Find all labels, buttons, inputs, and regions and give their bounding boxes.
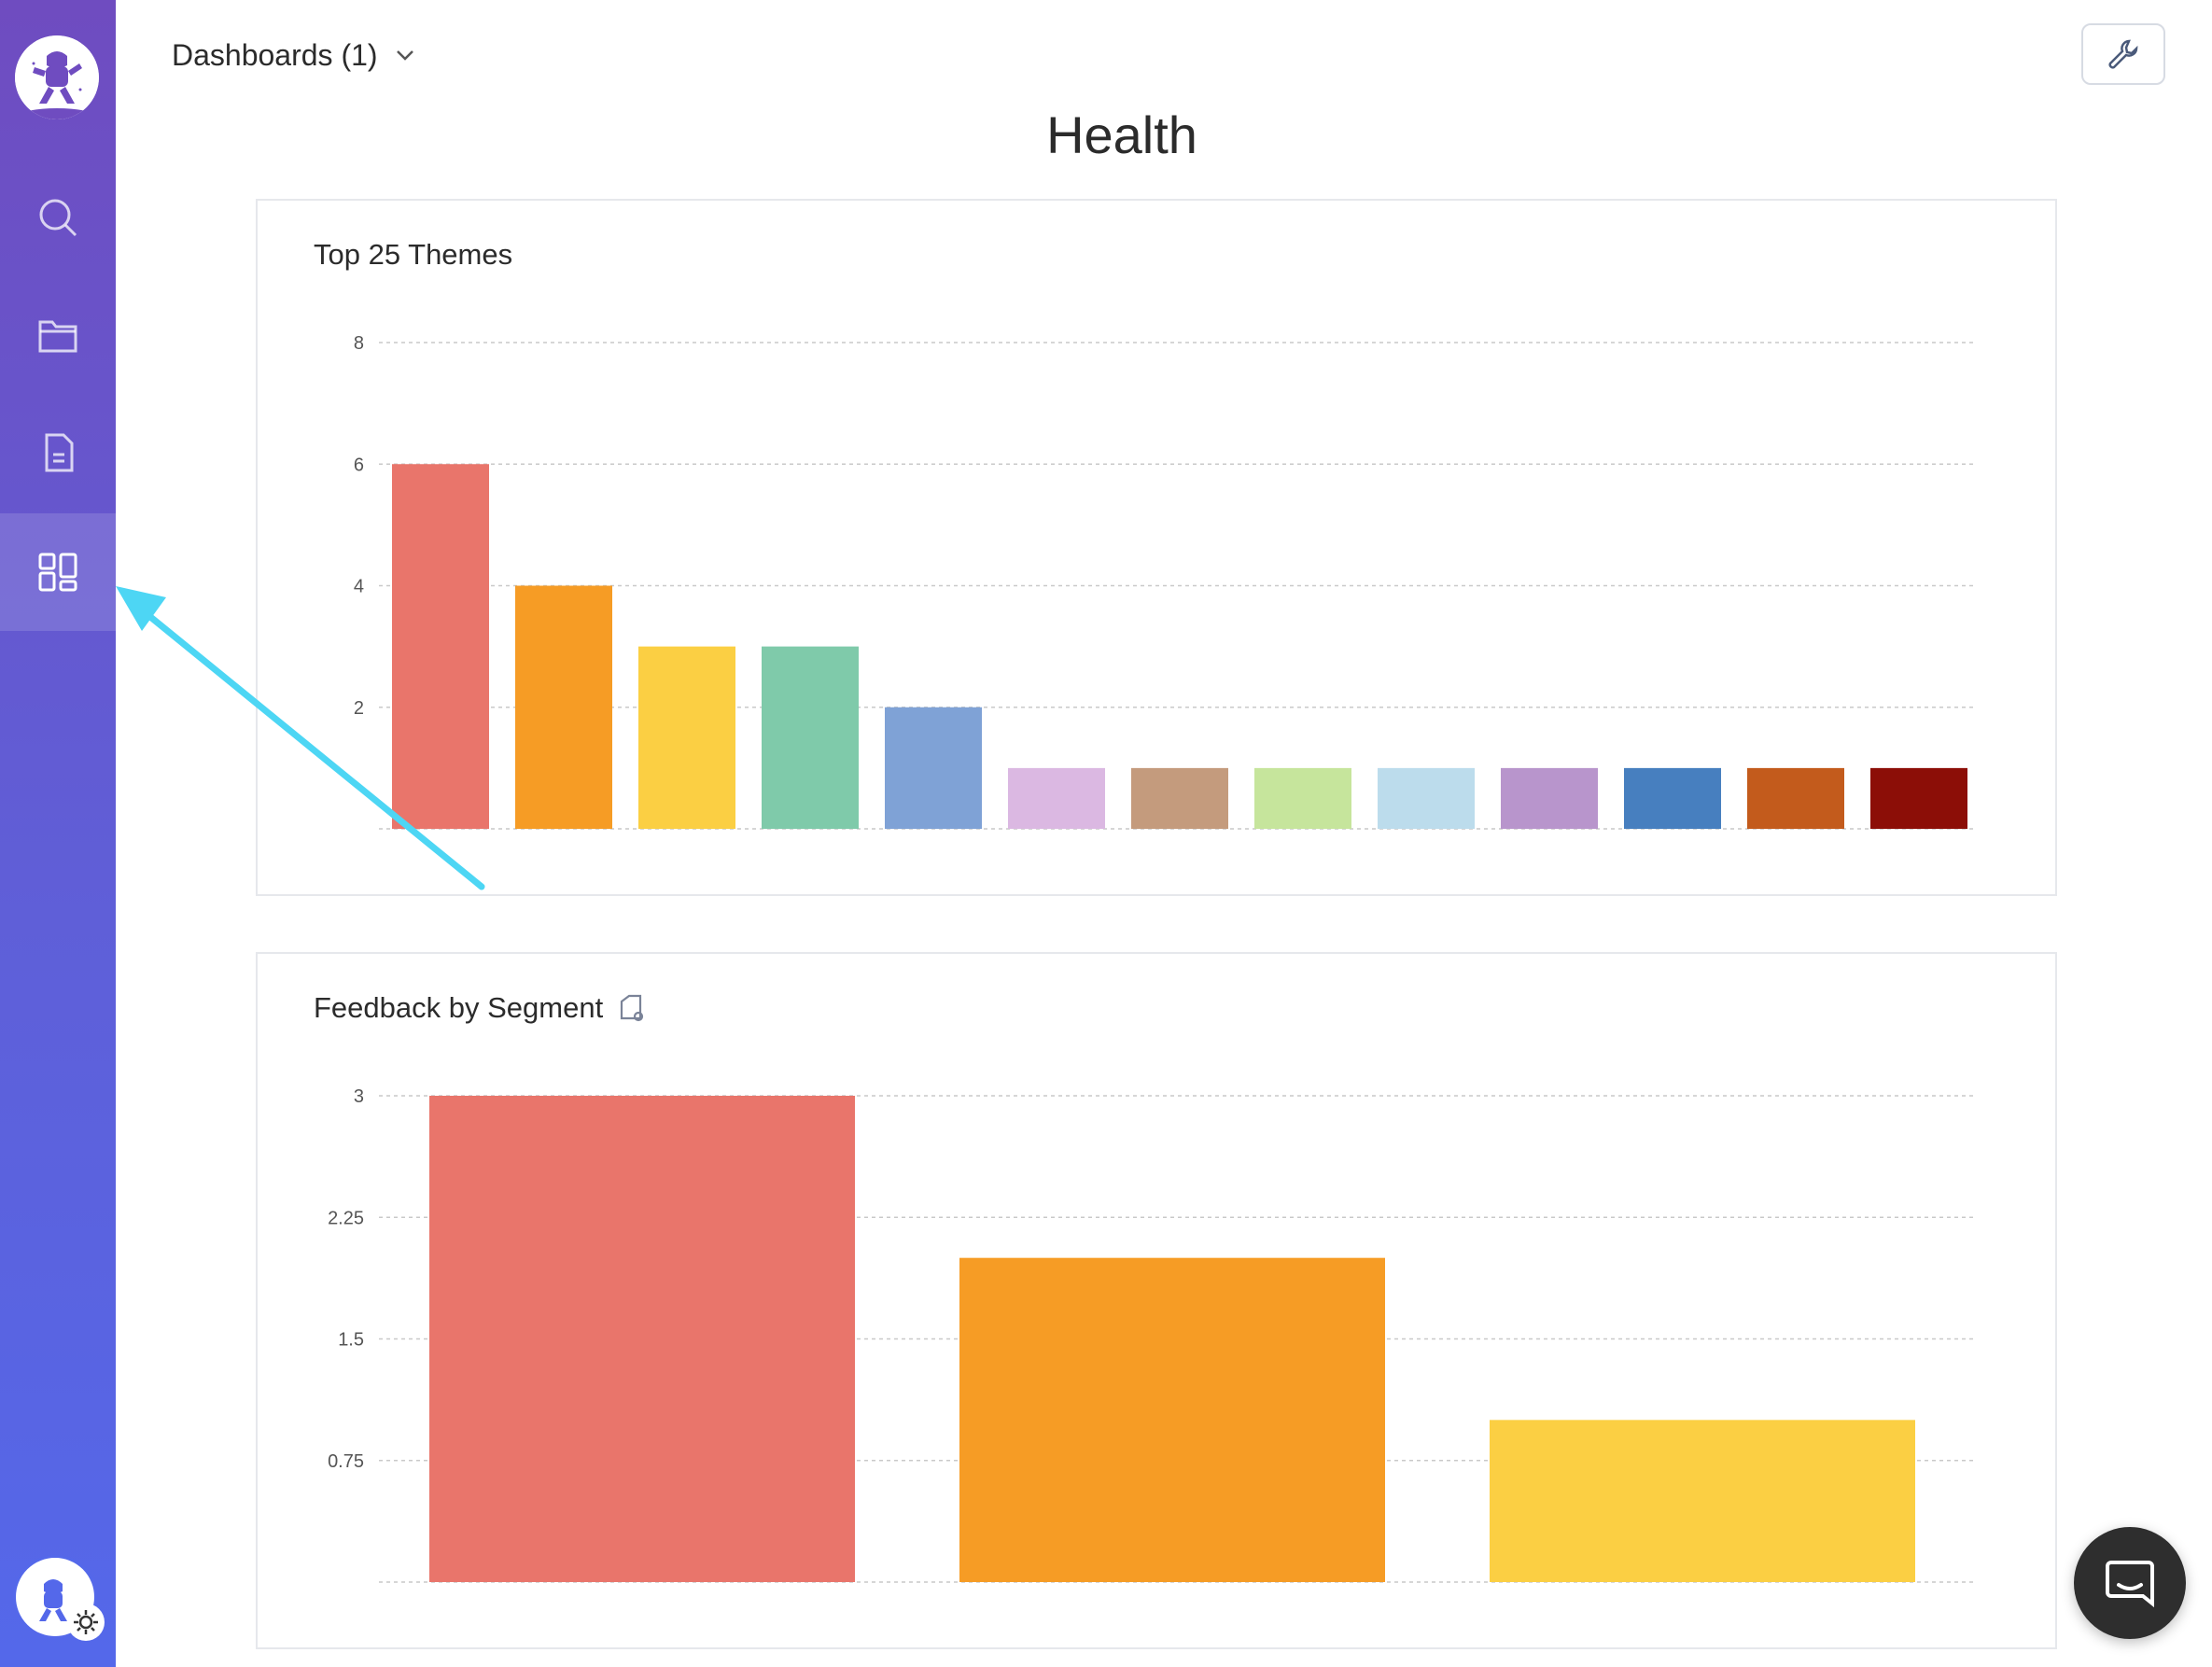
bar[interactable]	[1008, 767, 1105, 829]
segment-report-icon[interactable]	[616, 992, 648, 1024]
dashboard-selector[interactable]: Dashboards (1)	[172, 32, 415, 78]
sidebar-item-folder[interactable]	[0, 276, 116, 394]
y-tick-label: 8	[354, 333, 364, 354]
bar-chart-top-themes: 2 4 6 8	[354, 333, 1975, 830]
bar[interactable]	[1624, 767, 1721, 829]
y-tick-label: 0.75	[328, 1451, 364, 1472]
chart-title-text: Feedback by Segment	[314, 991, 604, 1024]
settings-gear-icon[interactable]	[67, 1604, 105, 1641]
bar[interactable]	[762, 646, 859, 829]
chevron-down-icon	[396, 50, 413, 61]
wrench-icon	[2108, 39, 2138, 69]
bar[interactable]	[1131, 767, 1228, 829]
bar[interactable]	[1870, 767, 1967, 829]
chart-card-feedback-segment: Feedback by Segment 0.75 1.5 2.25 3	[256, 952, 2057, 1649]
sidebar-item-search[interactable]	[0, 159, 116, 276]
chart-title: Top 25 Themes	[314, 238, 513, 271]
sidebar-item-document[interactable]	[0, 394, 116, 511]
dashboard-settings-button[interactable]	[2081, 23, 2165, 85]
dashboard-grid-icon	[38, 553, 77, 592]
document-icon	[45, 433, 74, 472]
bar[interactable]	[959, 1257, 1385, 1582]
bar[interactable]	[1378, 767, 1475, 829]
chart-card-top-themes: Top 25 Themes 2 4 6 8	[256, 199, 2057, 896]
bar[interactable]	[885, 707, 982, 829]
chart-title: Feedback by Segment	[314, 991, 648, 1025]
bar[interactable]	[515, 585, 612, 830]
y-tick-label: 2	[354, 698, 364, 719]
y-tick-label: 3	[354, 1086, 364, 1107]
bar[interactable]	[1747, 767, 1844, 829]
bar[interactable]	[638, 646, 735, 829]
chat-icon	[2106, 1561, 2154, 1608]
bar[interactable]	[1254, 767, 1351, 829]
chat-launcher-button[interactable]	[2074, 1527, 2186, 1639]
y-tick-label: 2.25	[328, 1208, 364, 1228]
bar[interactable]	[1490, 1420, 1915, 1582]
y-tick-label: 4	[354, 577, 364, 597]
page-title: Health	[1046, 105, 1197, 164]
bar[interactable]	[392, 464, 489, 829]
bar[interactable]	[429, 1096, 855, 1582]
bar[interactable]	[1501, 767, 1598, 829]
sidebar	[0, 0, 116, 1667]
y-tick-label: 1.5	[338, 1330, 364, 1351]
bar-chart-feedback-segment: 0.75 1.5 2.25 3	[328, 1086, 1975, 1583]
sidebar-item-dashboards[interactable]	[0, 513, 116, 631]
folder-icon	[38, 320, 77, 353]
search-icon	[39, 199, 77, 237]
y-tick-label: 6	[354, 455, 364, 475]
dashboard-selector-label: Dashboards (1)	[172, 37, 378, 72]
